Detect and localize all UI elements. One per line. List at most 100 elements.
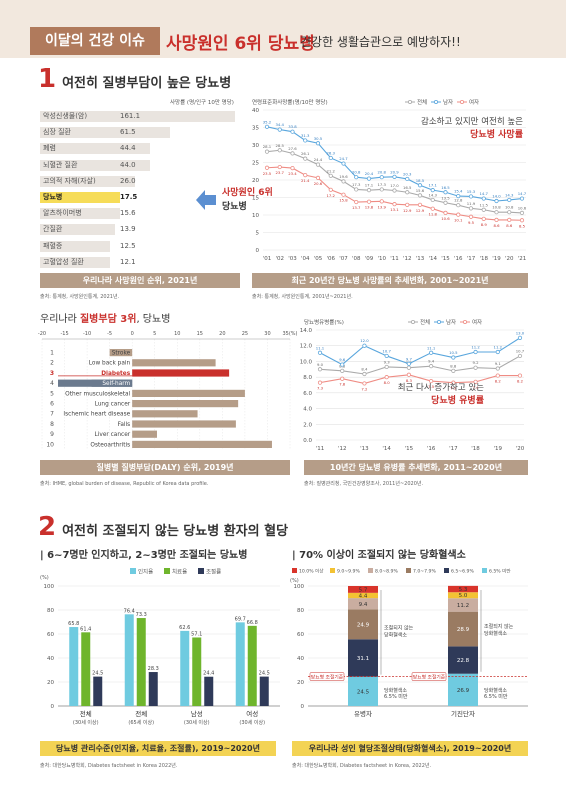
y-tick-label: 5 <box>256 231 260 237</box>
data-label: 35.2 <box>263 119 272 124</box>
management-caption: 당뇨병 관리수준(인지율, 치료율, 조절률), 2019~2020년 <box>40 741 276 756</box>
y-tick-label: 60 <box>47 632 54 638</box>
data-label: 13.1 <box>390 207 399 212</box>
segment-label: 9.4 <box>359 602 368 608</box>
data-point <box>443 210 448 216</box>
y-tick-label: 0 <box>301 704 305 710</box>
management-heading: | 6~7명만 인지하고, 2~3명만 조절되는 당뇨병 <box>40 550 248 561</box>
data-point <box>315 175 321 181</box>
death-rank-value: 15.6 <box>120 209 136 218</box>
daly-caption: 질병별 질병부담(DALY) 순위, 2019년 <box>40 460 290 475</box>
header-banner: 이달의 건강 이슈 사망원인 6위 당뇨병 건강한 생활습관으로 예방하자!! <box>0 0 566 58</box>
mortality-source: 출처: 통계청, 사망원인통계, 2001년~2021년. <box>252 294 353 300</box>
legend-marker <box>459 100 464 105</box>
data-label: 33.8 <box>288 124 297 129</box>
data-point <box>277 164 282 170</box>
data-point <box>328 187 333 192</box>
data-point <box>384 375 389 380</box>
legend-label: 10.0% 이상 <box>299 568 324 575</box>
data-point <box>277 148 282 153</box>
data-label: 21.4 <box>301 178 310 183</box>
x-tick-label: '11 <box>390 256 399 262</box>
y-tick-label: 8.0 <box>303 375 312 381</box>
x-tick-label: 20 <box>219 331 225 337</box>
data-point <box>430 206 435 211</box>
data-point <box>328 173 333 178</box>
daly-rank-label: 2 <box>50 360 54 367</box>
x-tick-label: 5 <box>153 331 156 337</box>
data-point <box>315 141 321 146</box>
data-label: 34.4 <box>276 122 285 127</box>
daly-rank-label: 3 <box>50 370 54 377</box>
data-point <box>340 362 345 367</box>
data-label: 10.6 <box>518 205 527 210</box>
y-tick-label: 20 <box>252 178 259 184</box>
x-tick-label: '14 <box>428 256 437 262</box>
y-tick-label: 100 <box>294 584 305 590</box>
y-tick-label: 2.0 <box>303 422 312 428</box>
category-label: 남성 <box>191 709 203 718</box>
x-tick-label: '11 <box>316 446 325 452</box>
glycemic-segment <box>448 673 478 706</box>
death-rank-row: 알츠하이머병 15.6 <box>40 207 235 220</box>
data-point <box>366 199 372 204</box>
daly-rank-label: 5 <box>50 390 54 397</box>
daly-category-label: Stroke <box>112 351 131 357</box>
daly-rank-label: 1 <box>50 350 54 357</box>
management-bar <box>247 625 257 706</box>
data-label: 16.5 <box>403 185 412 190</box>
x-tick-label: '05 <box>314 256 323 262</box>
category-label: 여성 <box>246 709 258 718</box>
arrow-left-icon <box>196 190 216 210</box>
data-point <box>451 355 456 360</box>
data-label: 62.6 <box>179 625 190 631</box>
data-point <box>494 198 499 204</box>
death-rank-value: 12.1 <box>120 257 136 266</box>
data-label: 8.0 <box>384 380 391 385</box>
data-point <box>417 193 423 198</box>
death-rank-bar <box>40 175 135 187</box>
legend-label: 6.5~6.9% <box>451 569 474 575</box>
data-point <box>303 138 308 143</box>
data-point <box>341 192 346 197</box>
data-point <box>456 194 461 199</box>
data-label: 13.8 <box>365 205 374 210</box>
x-tick-label: '14 <box>382 446 391 452</box>
target-label: 당뇨병 조절기준 <box>311 674 344 681</box>
x-tick-label: '13 <box>360 446 369 452</box>
segment-label: 28.9 <box>457 627 470 633</box>
data-label: 13.0 <box>516 330 525 335</box>
data-label: 14.7 <box>518 191 527 196</box>
data-label: 8.3 <box>406 378 413 383</box>
death-rank-bar <box>40 240 110 252</box>
segment-label: 22.8 <box>457 658 470 664</box>
x-tick-label: -5 <box>107 331 112 337</box>
data-label: 24.5 <box>92 671 103 677</box>
data-label: 9.4 <box>428 359 435 364</box>
glycemic-segment <box>348 586 378 593</box>
daly-category-label: Lung cancer <box>95 402 131 408</box>
legend-label: 여자 <box>469 98 479 106</box>
data-label: 61.4 <box>80 626 91 632</box>
legend-swatch <box>164 568 170 574</box>
data-label: 17.1 <box>365 183 374 188</box>
death-rank-row: 당뇨병 17.5 <box>40 191 235 204</box>
data-point <box>430 188 435 193</box>
glycemic-segment <box>348 639 378 677</box>
series-line <box>319 337 521 366</box>
y-tick-label: 12.0 <box>300 344 313 350</box>
data-point <box>519 218 525 223</box>
prevalence-source: 출처: 질병관리청, 국민건강영양조사, 2011년~2020년. <box>304 481 424 487</box>
issue-tag: 이달의 건강 이슈 <box>30 27 160 55</box>
death-rank-name: 패혈증 <box>43 241 63 250</box>
death-rank-row: 고의적 자해(자살) 26.0 <box>40 175 235 188</box>
target-label-box <box>411 672 447 681</box>
death-rank-value: 13.9 <box>120 225 136 234</box>
data-label: 20.9 <box>390 169 399 174</box>
data-label: 14.0 <box>492 194 501 199</box>
data-point <box>495 349 500 355</box>
data-label: 12.9 <box>403 208 412 213</box>
data-point <box>481 207 486 212</box>
data-point <box>354 175 359 180</box>
